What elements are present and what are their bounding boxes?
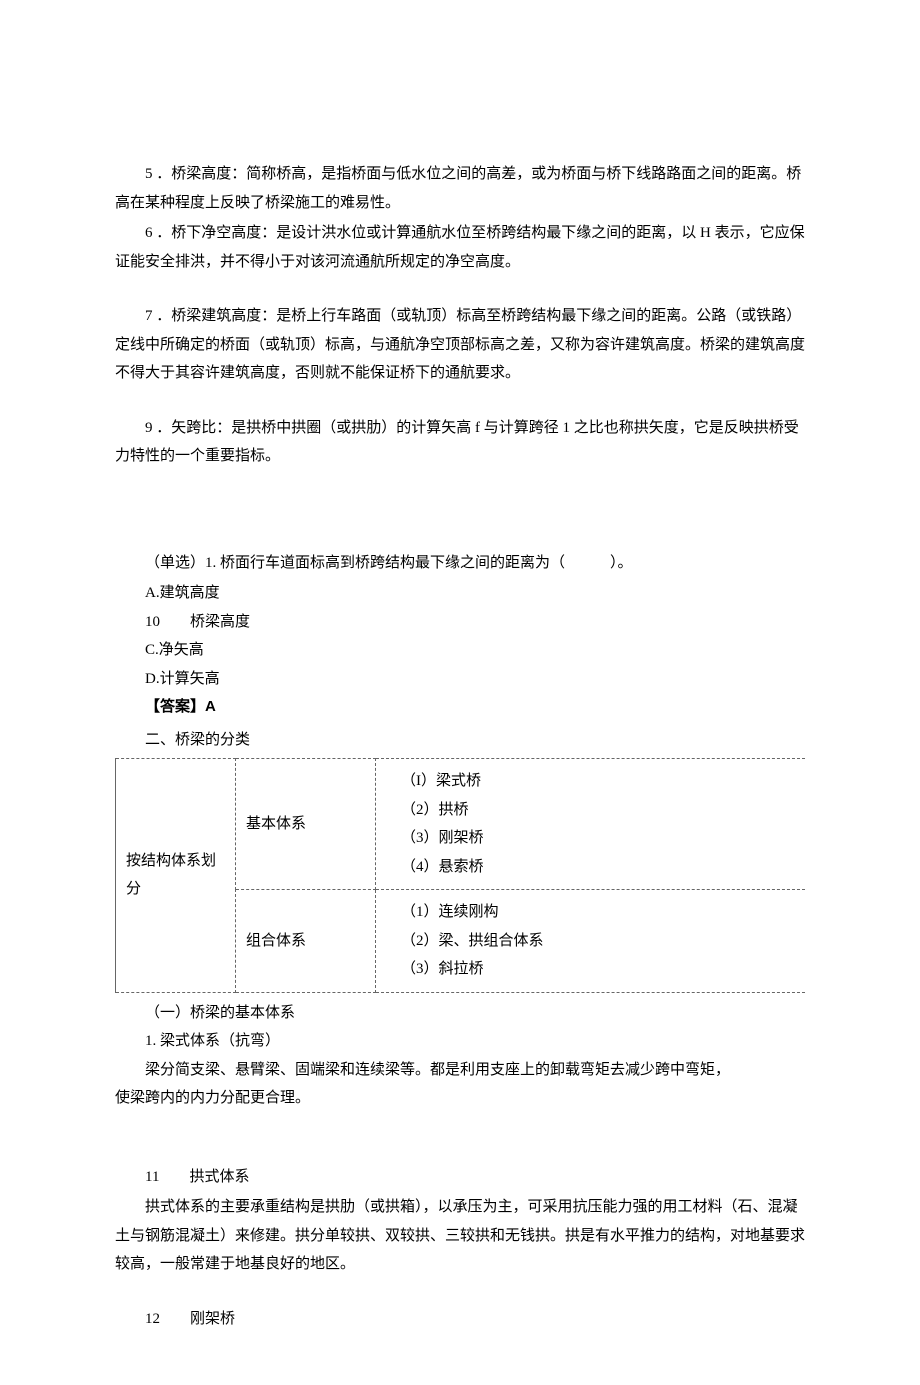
question-block: （单选）1. 桥面行车道面标高到桥跨结构最下缘之间的距离为（ ）。 A.建筑高度… [115, 549, 805, 722]
item-1-title: 1. 梁式体系（抗弯） [145, 1027, 805, 1056]
spacer [115, 1115, 805, 1139]
paragraph-9: 9 ．矢跨比：是拱桥中拱圈（或拱肋）的计算矢高 f 与计算跨径 1 之比也称拱矢… [115, 414, 805, 471]
table-item: （3）斜拉桥 [386, 955, 795, 984]
table-item: （1）连续刚构 [386, 898, 795, 927]
subsection-1-title: （一）桥梁的基本体系 [145, 999, 805, 1028]
item-11-body: 拱式体系的主要承重结构是拱肋（或拱箱），以承压为主，可采用抗压能力强的用工材料（… [115, 1193, 805, 1279]
spacer [115, 473, 805, 497]
spacer [115, 390, 805, 414]
item-1-line1: 梁分简支梁、悬臂梁、固端梁和连续梁等。都是利用支座上的卸载弯矩去减少跨中弯矩， [145, 1056, 805, 1085]
option-c: C.净矢高 [145, 636, 805, 665]
classification-table: 按结构体系划分 基本体系 （I）梁式桥 （2）拱桥 （3）刚架桥 （4）悬索桥 … [115, 758, 805, 993]
question-stem: （单选）1. 桥面行车道面标高到桥跨结构最下缘之间的距离为（ ）。 [115, 549, 805, 578]
section-2-title: 二、桥梁的分类 [145, 726, 805, 755]
table-item: （4）悬索桥 [386, 853, 795, 882]
paragraph-6: 6 ．桥下净空高度：是设计洪水位或计算通航水位至桥跨结构最下缘之间的距离，以 H… [115, 219, 805, 276]
table-cell-category: 按结构体系划分 [116, 759, 236, 993]
table-cell-combo-items: （1）连续刚构 （2）梁、拱组合体系 （3）斜拉桥 [376, 890, 806, 993]
table-row: 按结构体系划分 基本体系 （I）梁式桥 （2）拱桥 （3）刚架桥 （4）悬索桥 [116, 759, 806, 890]
paragraph-5: 5 ．桥梁高度：简称桥高，是指桥面与低水位之间的高差，或为桥面与桥下线路路面之间… [115, 160, 805, 217]
item-12-title: 12 刚架桥 [115, 1305, 805, 1334]
table-item: （2）拱桥 [386, 796, 795, 825]
item-11-title: 11 拱式体系 [115, 1163, 805, 1192]
table-item: （I）梁式桥 [386, 767, 795, 796]
spacer [115, 497, 805, 521]
option-b: 10 桥梁高度 [145, 608, 805, 637]
paragraph-7: 7 ．桥梁建筑高度：是桥上行车路面（或轨顶）标高至桥跨结构最下缘之间的距离。公路… [115, 302, 805, 388]
table-item: （3）刚架桥 [386, 824, 795, 853]
option-a: A.建筑高度 [145, 579, 805, 608]
option-d: D.计算矢高 [145, 665, 805, 694]
spacer [115, 278, 805, 302]
spacer [115, 1139, 805, 1163]
table-item: （2）梁、拱组合体系 [386, 927, 795, 956]
table-cell-combo: 组合体系 [236, 890, 376, 993]
table-cell-basic-items: （I）梁式桥 （2）拱桥 （3）刚架桥 （4）悬索桥 [376, 759, 806, 890]
answer-label: 【答案】A [145, 693, 805, 722]
item-1-line2: 使梁跨内的内力分配更合理。 [115, 1084, 805, 1113]
table-cell-basic: 基本体系 [236, 759, 376, 890]
